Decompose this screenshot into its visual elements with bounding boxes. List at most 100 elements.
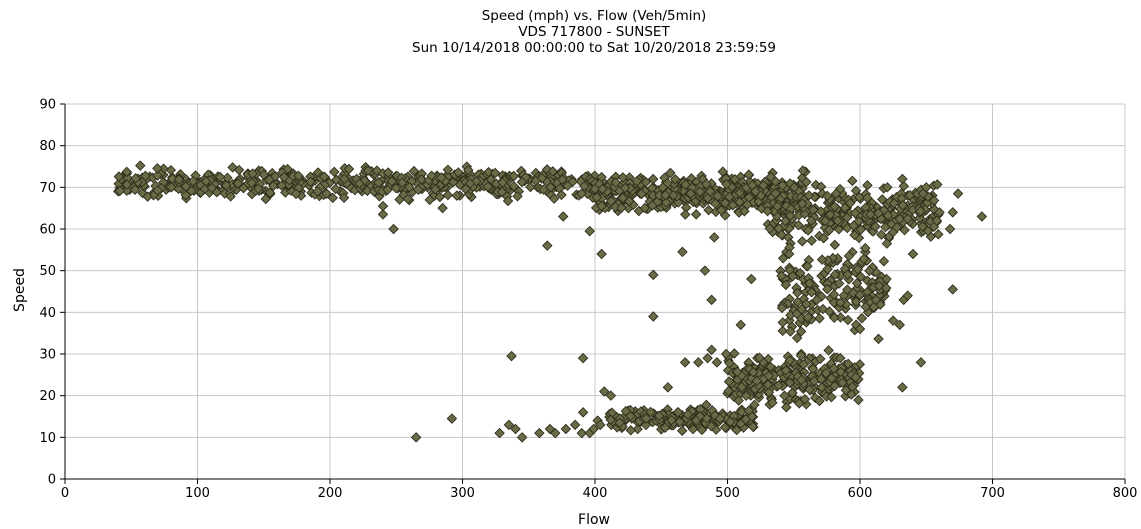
tick-labels: 0 100 200 300 400 500 600 700 800 0 10 20 30 40 50 60 70… bbox=[39, 98, 1137, 502]
data-point bbox=[596, 248, 607, 260]
data-point bbox=[749, 399, 760, 411]
data-point bbox=[705, 420, 717, 432]
data-point bbox=[648, 269, 659, 281]
data-point bbox=[783, 248, 795, 260]
data-point bbox=[810, 179, 822, 191]
data-point bbox=[557, 211, 569, 222]
chart-date-range: Sun 10/14/2018 00:00:00 to Sat 10/20/201… bbox=[412, 40, 776, 56]
data-point bbox=[828, 289, 840, 300]
data-point bbox=[510, 423, 521, 435]
data-point bbox=[576, 188, 587, 199]
data-point bbox=[781, 402, 792, 413]
data-point bbox=[850, 296, 862, 307]
data-point bbox=[596, 200, 607, 212]
data-point bbox=[390, 182, 402, 194]
data-point bbox=[166, 182, 177, 193]
data-point bbox=[416, 174, 427, 185]
data-point bbox=[662, 382, 674, 393]
data-point bbox=[822, 284, 833, 295]
data-point bbox=[952, 188, 964, 199]
data-point bbox=[822, 263, 833, 275]
data-point bbox=[701, 399, 712, 411]
data-point bbox=[748, 366, 759, 378]
data-point bbox=[617, 172, 629, 183]
data-point bbox=[668, 189, 679, 201]
data-point bbox=[827, 252, 839, 264]
chart-titles: Speed (mph) vs. Flow (Veh/5min) VDS 7178… bbox=[0, 8, 1141, 56]
data-point bbox=[502, 195, 514, 207]
data-point bbox=[589, 183, 601, 195]
data-point bbox=[897, 173, 908, 185]
data-point bbox=[685, 188, 696, 199]
data-point bbox=[706, 344, 717, 356]
data-point bbox=[746, 273, 757, 285]
data-point bbox=[135, 160, 146, 171]
data-point bbox=[665, 167, 676, 179]
data-point bbox=[902, 213, 913, 225]
data-point bbox=[881, 273, 892, 285]
data-point bbox=[599, 386, 610, 397]
data-point bbox=[899, 224, 910, 236]
data-point bbox=[339, 173, 350, 185]
data-point bbox=[686, 406, 698, 417]
y-axis-label: Speed bbox=[12, 268, 28, 312]
data-point bbox=[772, 201, 783, 212]
data-point bbox=[793, 219, 804, 231]
x-tick-label: 100 bbox=[185, 486, 210, 501]
data-point bbox=[780, 365, 792, 376]
data-point bbox=[754, 352, 765, 363]
data-point bbox=[679, 357, 691, 368]
data-point bbox=[680, 209, 691, 220]
data-point bbox=[674, 416, 685, 428]
data-point bbox=[850, 372, 861, 383]
data-point bbox=[849, 207, 861, 219]
data-point bbox=[550, 427, 561, 439]
data-point bbox=[933, 229, 944, 240]
data-point bbox=[810, 392, 821, 404]
data-point bbox=[610, 177, 621, 188]
data-point bbox=[928, 195, 940, 206]
data-point bbox=[290, 188, 302, 200]
data-point bbox=[631, 176, 643, 187]
data-point bbox=[605, 390, 617, 401]
data-point bbox=[676, 425, 688, 436]
data-point bbox=[881, 238, 893, 249]
data-point bbox=[802, 261, 813, 272]
data-point bbox=[855, 224, 867, 235]
data-point bbox=[773, 380, 784, 391]
data-point bbox=[763, 353, 774, 365]
data-point bbox=[858, 253, 870, 265]
data-point bbox=[835, 352, 846, 364]
x-tick-label: 400 bbox=[583, 486, 608, 501]
data-point bbox=[742, 199, 753, 210]
data-point bbox=[855, 271, 866, 282]
y-tick-label: 20 bbox=[39, 389, 56, 404]
chart-subtitle: VDS 717800 - SUNSET bbox=[518, 24, 670, 40]
data-point bbox=[799, 393, 811, 405]
data-point bbox=[706, 294, 717, 306]
data-point bbox=[888, 198, 900, 209]
data-point bbox=[402, 193, 414, 205]
data-point bbox=[873, 333, 884, 345]
data-point bbox=[853, 394, 864, 406]
data-point bbox=[779, 390, 790, 401]
data-point bbox=[729, 348, 740, 359]
data-point bbox=[373, 177, 384, 188]
data-point bbox=[932, 179, 943, 190]
data-point bbox=[724, 357, 735, 369]
data-point bbox=[787, 270, 798, 282]
data-point bbox=[793, 398, 805, 409]
data-point bbox=[362, 165, 374, 176]
data-point bbox=[659, 422, 671, 433]
data-point bbox=[773, 223, 784, 234]
data-point bbox=[837, 377, 848, 388]
data-point bbox=[711, 357, 723, 368]
data-point bbox=[894, 213, 906, 225]
data-point bbox=[516, 176, 528, 188]
data-point bbox=[719, 197, 731, 209]
data-point bbox=[843, 250, 855, 262]
data-point bbox=[777, 317, 788, 328]
data-point bbox=[687, 423, 699, 435]
data-point bbox=[770, 176, 781, 187]
data-point bbox=[446, 413, 458, 424]
